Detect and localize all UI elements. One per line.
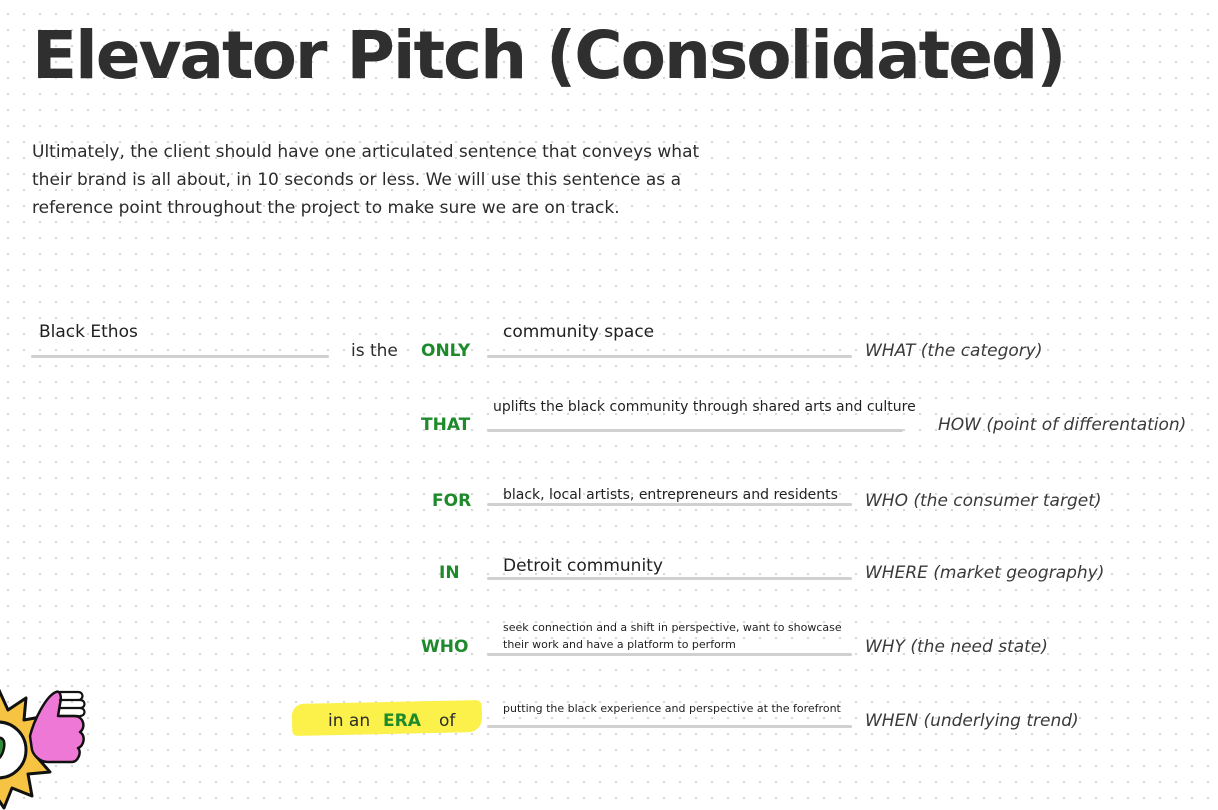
answer-where-field[interactable]: Detroit community	[503, 556, 663, 576]
category-how: HOW (point of differentation)	[938, 415, 1187, 435]
keyword-for: FOR	[432, 491, 472, 511]
sun-sticker-icon[interactable]	[0, 672, 110, 810]
answer-where-underline	[487, 577, 852, 580]
page-description: Ultimately, the client should have one a…	[32, 142, 700, 218]
answer-who-underline	[487, 503, 852, 506]
keyword-era: ERA	[383, 711, 421, 731]
keyword-only: ONLY	[421, 341, 471, 361]
answer-how-underline	[487, 429, 903, 432]
keyword-that: THAT	[421, 415, 471, 435]
category-when: WHEN (underlying trend)	[865, 711, 1079, 731]
answer-who-field[interactable]: black, local artists, entrepreneurs and …	[503, 487, 838, 503]
answer-why-underline	[487, 653, 852, 656]
answer-what-field[interactable]: community space	[503, 322, 655, 342]
keyword-who: WHO	[421, 637, 469, 657]
era-prefix: in an	[328, 711, 371, 731]
keyword-in: IN	[439, 563, 460, 583]
category-what: WHAT (the category)	[865, 341, 1043, 361]
category-where: WHERE (market geography)	[865, 563, 1105, 583]
brand-connector: is the	[351, 341, 398, 361]
era-suffix: of	[439, 711, 456, 731]
page-title: Elevator Pitch (Consolidated)	[32, 17, 1066, 94]
answer-why-field[interactable]: seek connection and a shift in perspecti…	[503, 621, 842, 651]
answer-when-underline	[487, 725, 852, 728]
brand-underline	[31, 355, 329, 358]
answer-how-field[interactable]: uplifts the black community through shar…	[493, 399, 916, 415]
thumbs-up-sticker-icon	[28, 690, 86, 764]
category-who: WHO (the consumer target)	[865, 491, 1102, 511]
answer-what-underline	[487, 355, 852, 358]
category-why: WHY (the need state)	[865, 637, 1048, 657]
answer-when-field[interactable]: putting the black experience and perspec…	[503, 702, 841, 715]
brand-name-field[interactable]: Black Ethos	[39, 322, 138, 342]
